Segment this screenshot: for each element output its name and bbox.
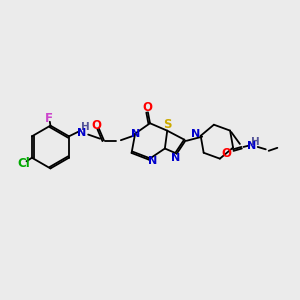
Text: N: N <box>77 128 86 138</box>
Text: N: N <box>148 156 158 166</box>
Text: O: O <box>142 101 152 114</box>
Text: H: H <box>251 137 260 147</box>
Text: O: O <box>91 118 101 131</box>
Text: N: N <box>130 129 140 139</box>
Text: O: O <box>221 147 232 160</box>
Text: N: N <box>171 153 181 163</box>
Text: F: F <box>45 112 53 125</box>
Text: N: N <box>191 129 200 139</box>
Text: N: N <box>247 141 256 151</box>
Text: Cl: Cl <box>17 157 30 170</box>
Text: H: H <box>81 122 90 132</box>
Text: S: S <box>164 118 172 130</box>
